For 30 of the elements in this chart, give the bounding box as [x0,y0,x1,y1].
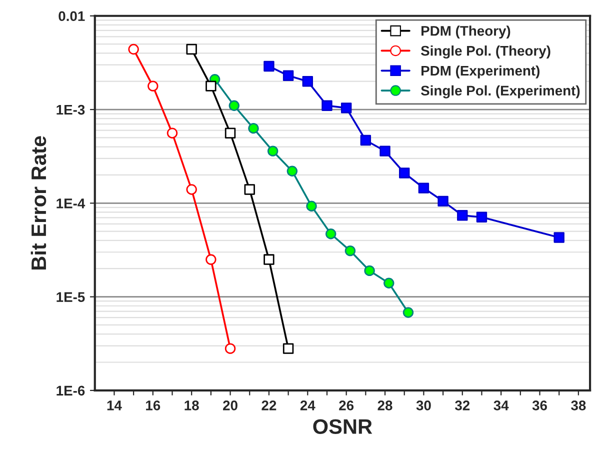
point [244,184,255,195]
legend-label: Single Pol. (Theory) [420,46,550,59]
x-tick-label: 22 [262,400,276,410]
x-tick-label: 32 [454,400,470,410]
x-tick-label: 14 [107,400,122,410]
x-tick-label: 26 [339,400,354,410]
x-tick-label: 34 [494,400,509,410]
legend-label: PDM (Theory) [422,26,510,39]
x-tick-label: 30 [416,400,431,410]
y-tick-label: 0.01 [58,11,85,22]
x-tick-label: 20 [223,400,238,410]
point [282,343,294,354]
legend-label: Single Pol. (Experiment) [420,85,580,98]
x-tick-label: 28 [378,400,392,410]
point [186,44,197,55]
y-axis-title: Bit Error Rate [30,136,46,270]
x-tick-label: 24 [300,400,316,410]
y-tick-label: 1E-3 [56,104,85,115]
x-axis-title: OSNR [313,419,372,434]
x-tick-label: 36 [532,400,547,410]
legend-label: PDM (Experiment) [422,65,540,78]
x-tick-label: 16 [146,400,160,410]
x-tick-label: 18 [184,400,199,410]
point [224,128,236,138]
y-tick-label: 1E-6 [56,386,85,396]
y-tick-label: 1E-5 [56,292,85,302]
point [206,80,216,92]
y-tick-label: 1E-4 [56,198,86,208]
point [264,254,274,265]
x-tick-label: 38 [571,400,586,410]
